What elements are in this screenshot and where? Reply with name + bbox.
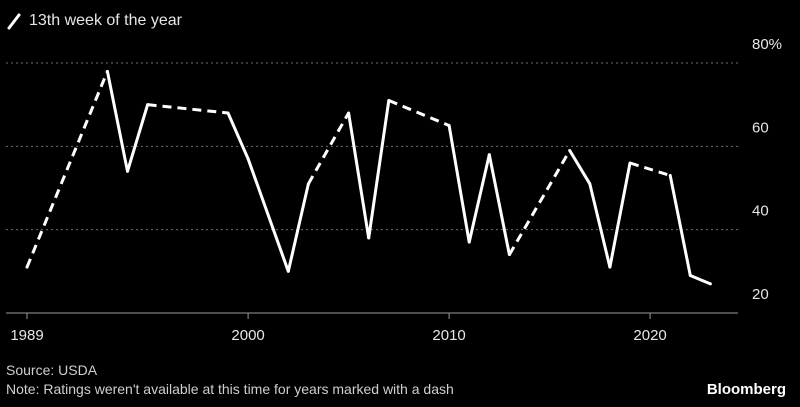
line-segment-2022-2023 (689, 274, 711, 286)
line-segment-2003-2005 (307, 112, 350, 185)
line-segment-2013-2016 (508, 149, 571, 256)
data-point-2007 (387, 99, 391, 102)
data-point-2018 (608, 265, 612, 269)
x-axis: 1989 2000 2010 2020 (10, 313, 667, 344)
data-point-2006 (367, 236, 371, 240)
source-note: Source: USDA (6, 362, 98, 378)
data-point-2012 (487, 153, 491, 157)
data-point-2016 (568, 149, 572, 152)
data-point-1995 (146, 103, 150, 107)
y-tick-label-40: 40 (752, 203, 769, 220)
data-point-1993 (105, 69, 109, 73)
line-segment-2000-2002 (246, 158, 290, 272)
line-segment-2018-2019 (608, 162, 632, 268)
data-point-1989 (25, 265, 29, 269)
line-segment-1993-1994 (105, 71, 129, 172)
data-point-2021 (668, 174, 672, 177)
data-point-2003 (306, 182, 310, 186)
line-segment-2010-2011 (447, 125, 471, 243)
data-point-1999 (226, 111, 230, 115)
x-tick-label-2020: 2020 (633, 327, 666, 344)
data-point-2022 (688, 274, 692, 277)
x-tick-label-2010: 2010 (432, 327, 465, 344)
availability-note: Note: Ratings weren't available at this … (6, 381, 454, 397)
line-segment-2006-2007 (367, 100, 391, 239)
data-point-2010 (447, 124, 451, 127)
data-point-2013 (507, 253, 511, 257)
line-segment-2019-2021 (629, 161, 671, 177)
line-segment-2002-2003 (286, 183, 310, 272)
line-segment-2017-2018 (588, 183, 612, 268)
line-segment-2007-2010 (388, 99, 450, 127)
grid (6, 62, 738, 314)
legend-line-swatch (7, 13, 21, 30)
line-segment-1999-2000 (226, 112, 250, 160)
data-point-2019 (628, 161, 632, 165)
line-segment-1994-1995 (126, 104, 150, 172)
data-point-1994 (126, 169, 129, 173)
y-axis: 20 40 60 80% (752, 36, 782, 303)
line-segment-1995-1999 (147, 103, 229, 115)
data-point-2011 (467, 240, 471, 244)
data-point-2017 (588, 182, 592, 186)
y-tick-label-80: 80% (752, 36, 782, 53)
y-tick-label-60: 60 (752, 119, 769, 136)
brand-logo: Bloomberg (706, 381, 786, 398)
y-tick-label-20: 20 (752, 286, 769, 303)
line-segment-2005-2006 (347, 112, 371, 239)
data-point-2005 (347, 111, 351, 115)
legend-label: 13th week of the year (29, 12, 182, 29)
series (25, 69, 712, 286)
line-segment-2011-2012 (467, 154, 491, 243)
x-tick-label-1989: 1989 (10, 327, 43, 344)
data-point-2000 (246, 157, 250, 161)
x-tick-label-2000: 2000 (231, 327, 264, 344)
line-segment-2012-2013 (487, 154, 511, 255)
data-point-2023 (708, 282, 712, 286)
line-segment-2021-2022 (668, 175, 692, 276)
data-point-2002 (286, 269, 290, 273)
line-segment-2016-2017 (568, 149, 592, 185)
legend: 13th week of the year (6, 12, 182, 30)
line-segment-1989-1993 (25, 70, 109, 268)
